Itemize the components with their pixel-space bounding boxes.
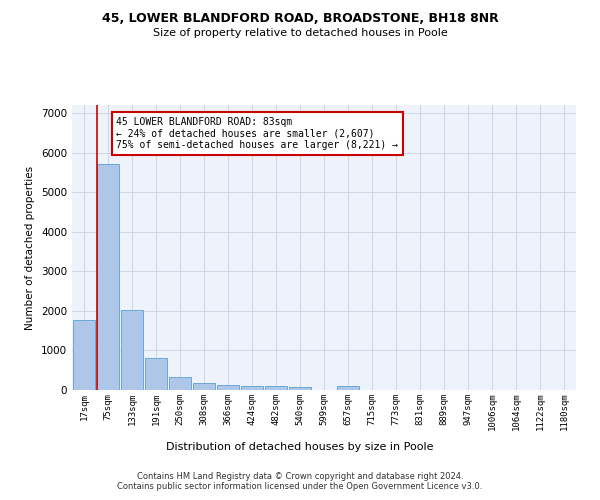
Bar: [265, 386, 287, 390]
Y-axis label: Number of detached properties: Number of detached properties: [25, 166, 35, 330]
Bar: [289, 387, 311, 390]
Text: 45, LOWER BLANDFORD ROAD, BROADSTONE, BH18 8NR: 45, LOWER BLANDFORD ROAD, BROADSTONE, BH…: [101, 12, 499, 26]
Bar: [169, 376, 191, 390]
Text: Size of property relative to detached houses in Poole: Size of property relative to detached ho…: [152, 28, 448, 38]
Bar: [241, 386, 263, 390]
Bar: [73, 320, 95, 390]
Bar: [145, 358, 167, 390]
Bar: [97, 164, 119, 390]
Text: Distribution of detached houses by size in Poole: Distribution of detached houses by size …: [166, 442, 434, 452]
Text: Contains HM Land Registry data © Crown copyright and database right 2024.: Contains HM Land Registry data © Crown c…: [137, 472, 463, 481]
Bar: [217, 385, 239, 390]
Text: Contains public sector information licensed under the Open Government Licence v3: Contains public sector information licen…: [118, 482, 482, 491]
Bar: [193, 382, 215, 390]
Bar: [121, 310, 143, 390]
Text: 45 LOWER BLANDFORD ROAD: 83sqm
← 24% of detached houses are smaller (2,607)
75% : 45 LOWER BLANDFORD ROAD: 83sqm ← 24% of …: [116, 117, 398, 150]
Bar: [337, 386, 359, 390]
